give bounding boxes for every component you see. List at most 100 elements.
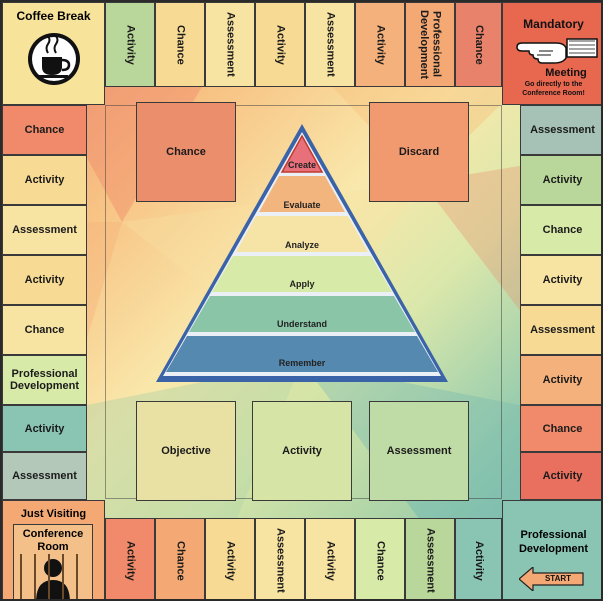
board-space-top-7[interactable]: Professional Development: [405, 2, 455, 87]
conference-room-label-line1: Conference: [22, 528, 84, 540]
start-label: START: [544, 574, 572, 583]
pyramid-label-evaluate: Evaluate: [283, 200, 321, 210]
board-space-right-7[interactable]: Chance: [520, 405, 601, 452]
conference-room-cell[interactable]: Conference Room: [13, 524, 93, 599]
pyramid-label-create: Create: [287, 160, 316, 170]
board-space-left-6[interactable]: Professional Development: [2, 355, 87, 405]
pyramid-level-evaluate: [259, 176, 345, 212]
activity-card-pile[interactable]: Activity: [252, 401, 352, 501]
corner-title: Just Visiting: [20, 508, 87, 520]
board-space-label: Activity: [274, 24, 287, 65]
board-space-top-4[interactable]: Activity: [255, 2, 305, 87]
coffee-cup-icon: [28, 33, 80, 85]
pyramid-label-understand: Understand: [276, 319, 327, 329]
pyramid-level-understand: [189, 296, 415, 332]
assessment-card-pile[interactable]: Assessment: [369, 401, 469, 501]
pyramid-label-apply: Apply: [289, 279, 315, 289]
board-space-top-3[interactable]: Assessment: [205, 2, 255, 87]
pyramid-level-remember: [166, 336, 438, 372]
card-pile-label: Chance: [166, 146, 206, 158]
board-space-label: Assessment: [530, 324, 595, 336]
board-space-label: Chance: [174, 540, 187, 581]
conference-room-label-line2: Room: [37, 541, 69, 553]
pyramid-label-remember: Remember: [278, 358, 326, 368]
board-space-label: Professional Development: [9, 368, 80, 392]
board-space-label: Assessment: [12, 470, 77, 482]
board-space-label: Chance: [472, 24, 485, 65]
card-pile-label: Assessment: [386, 445, 452, 457]
board-space-right-1[interactable]: Assessment: [520, 105, 601, 155]
board-space-right-3[interactable]: Chance: [520, 205, 601, 255]
discard-card-pile[interactable]: Discard: [369, 102, 469, 202]
corner-coffee-break[interactable]: Coffee Break: [2, 2, 105, 105]
board-space-left-8[interactable]: Assessment: [2, 452, 87, 500]
corner-title: Coffee Break: [16, 9, 91, 23]
board-space-label: Assessment: [274, 528, 287, 593]
corner-start[interactable]: Professional Development START: [502, 500, 601, 599]
board-space-top-5[interactable]: Assessment: [305, 2, 355, 87]
board-space-left-7[interactable]: Activity: [2, 405, 87, 452]
board-space-right-4[interactable]: Activity: [520, 255, 601, 305]
board-space-left-2[interactable]: Activity: [2, 155, 87, 205]
board-space-bottom-2[interactable]: Chance: [155, 518, 205, 599]
board-space-bottom-4[interactable]: Assessment: [255, 518, 305, 599]
corner-title-line2: Development: [518, 543, 589, 555]
pyramid-level-analyze: [236, 216, 368, 252]
corner-mandatory-meeting[interactable]: Mandatory Meeting Go directly to the Con…: [502, 2, 601, 105]
board-space-label: Chance: [24, 124, 65, 136]
board-space-top-6[interactable]: Activity: [355, 2, 405, 87]
objective-card-pile[interactable]: Objective: [136, 401, 236, 501]
corner-just-visiting[interactable]: Just Visiting Conference Room: [2, 500, 105, 599]
corner-title-line1: Professional: [520, 529, 587, 541]
board-space-label: Chance: [374, 540, 387, 581]
board-space-right-2[interactable]: Activity: [520, 155, 601, 205]
board-space-right-6[interactable]: Activity: [520, 355, 601, 405]
board-space-bottom-3[interactable]: Activity: [205, 518, 255, 599]
board-space-label: Assessment: [224, 12, 237, 77]
board-space-bottom-5[interactable]: Activity: [305, 518, 355, 599]
board-space-label: Activity: [374, 24, 387, 65]
board-space-label: Assessment: [424, 528, 437, 593]
board-space-bottom-1[interactable]: Activity: [105, 518, 155, 599]
chance-card-pile[interactable]: Chance: [136, 102, 236, 202]
board-space-label: Activity: [24, 422, 65, 435]
board-space-label: Assessment: [530, 124, 595, 136]
board-space-bottom-7[interactable]: Assessment: [405, 518, 455, 599]
board-space-label: Assessment: [324, 12, 337, 77]
board-space-label: Assessment: [12, 224, 77, 236]
corner-title: Mandatory: [523, 17, 584, 31]
board-space-top-2[interactable]: Chance: [155, 2, 205, 87]
board-space-bottom-8[interactable]: Activity: [455, 518, 502, 599]
board-space-left-5[interactable]: Chance: [2, 305, 87, 355]
board-space-label: Professional Development: [418, 9, 443, 80]
board-space-top-1[interactable]: Activity: [105, 2, 155, 87]
board-space-label: Chance: [174, 24, 187, 65]
start-arrow-icon: START: [519, 567, 585, 591]
board-space-label: Activity: [24, 274, 65, 286]
board-space-right-8[interactable]: Activity: [520, 452, 601, 500]
board-space-right-5[interactable]: Assessment: [520, 305, 601, 355]
board-space-left-4[interactable]: Activity: [2, 255, 87, 305]
board-space-label: Activity: [542, 174, 583, 186]
corner-note-line2: Conference Room!: [522, 90, 585, 97]
pyramid-level-create: [280, 134, 324, 173]
board-space-label: Chance: [542, 422, 583, 435]
card-pile-label: Activity: [282, 445, 322, 457]
board-space-label: Activity: [542, 470, 583, 482]
blooms-pyramid: Create Evaluate Analyze Apply Understand…: [152, 122, 452, 384]
card-pile-label: Objective: [161, 445, 211, 457]
board-space-left-1[interactable]: Chance: [2, 105, 87, 155]
board-space-top-8[interactable]: Chance: [455, 2, 502, 87]
board-space-label: Activity: [124, 24, 137, 65]
board-space-label: Chance: [542, 224, 583, 236]
board-space-label: Activity: [542, 274, 583, 286]
board-space-label: Activity: [472, 540, 485, 581]
board-space-left-3[interactable]: Assessment: [2, 205, 87, 255]
board-space-label: Activity: [224, 540, 237, 581]
corner-note-line1: Go directly to the: [524, 81, 583, 88]
pyramid-level-apply: [212, 256, 392, 292]
board-space-label: Activity: [124, 540, 137, 581]
board-space-bottom-6[interactable]: Chance: [355, 518, 405, 599]
board-space-label: Activity: [24, 174, 65, 186]
